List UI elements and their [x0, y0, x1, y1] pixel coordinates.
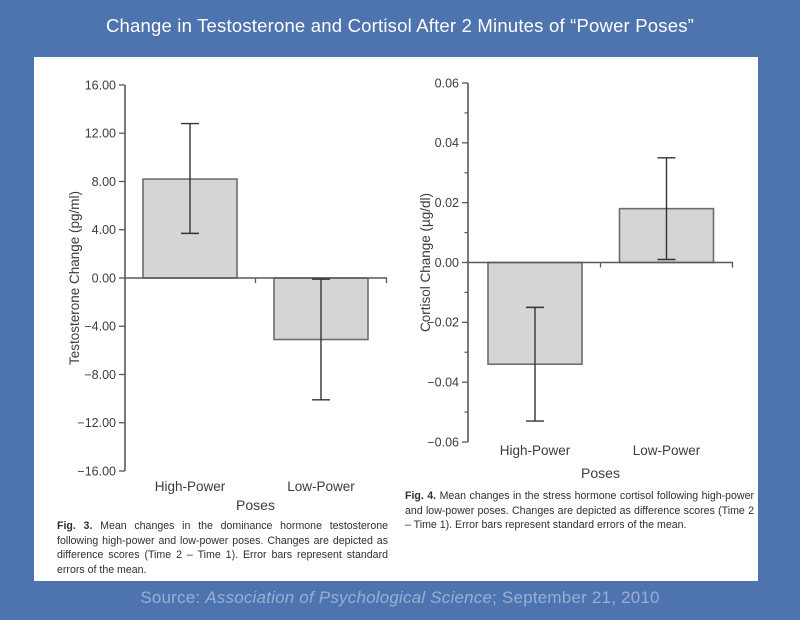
- y-tick-label: 8.00: [92, 175, 116, 189]
- y-tick-label: −0.04: [427, 375, 459, 389]
- y-tick-label: 0.00: [92, 271, 116, 285]
- y-tick-label: 4.00: [92, 223, 116, 237]
- y-tick-label: −0.02: [427, 316, 459, 330]
- y-tick-label: 0.02: [435, 196, 459, 210]
- category-label-low-power: Low-Power: [287, 479, 355, 494]
- y-tick-label: 0.06: [435, 76, 459, 90]
- category-label-high-power: High-Power: [500, 443, 571, 458]
- source-name: Association of Psychological Science: [205, 588, 493, 607]
- y-tick-label: −8.00: [84, 368, 116, 382]
- y-tick-label: 12.00: [85, 127, 116, 141]
- y-axis-title-cortisol: Cortisol Change (µg/dl): [418, 193, 433, 332]
- fig3-caption: Fig. 3. Mean changes in the dominance ho…: [57, 519, 388, 577]
- chart-testosterone: −16.00 −12.00 −8.00 −4.00 0.00 4.00 8.00 12.00 1…: [67, 78, 388, 513]
- x-axis-title-testosterone: Poses: [236, 497, 275, 513]
- x-axis-title-cortisol: Poses: [581, 465, 620, 481]
- charts-canvas: −16.00 −12.00 −8.00 −4.00 0.00 4.00 8.00 12.00 1…: [67, 76, 734, 513]
- y-tick-label: 0.00: [435, 256, 459, 270]
- y-tick-label: −12.00: [77, 416, 116, 430]
- source-line: Source: Association of Psychological Sci…: [0, 588, 800, 608]
- fig4-caption-text: Mean changes in the stress hormone corti…: [405, 490, 754, 531]
- y-tick-label: 0.04: [435, 136, 459, 150]
- y-tick-label: −4.00: [84, 320, 116, 334]
- category-label-low-power: Low-Power: [633, 443, 701, 458]
- page-title: Change in Testosterone and Cortisol Afte…: [105, 15, 695, 36]
- y-tick-label: 16.00: [85, 78, 116, 92]
- source-prefix: Source:: [140, 588, 206, 607]
- fig4-caption-label: Fig. 4.: [405, 490, 437, 502]
- source-date: ; September 21, 2010: [492, 588, 660, 607]
- y-tick-label: −0.06: [427, 435, 459, 449]
- fig3-caption-text: Mean changes in the dominance hormone te…: [57, 520, 388, 576]
- figure-panel: −16.00 −12.00 −8.00 −4.00 0.00 4.00 8.00 12.00 1…: [34, 57, 758, 581]
- y-axis-title-testosterone: Testosterone Change (pg/ml): [67, 191, 82, 365]
- y-tick-label: −16.00: [77, 464, 116, 478]
- fig3-caption-label: Fig. 3.: [57, 520, 93, 532]
- chart-cortisol: −0.06 −0.04 −0.02 0.00 0.02 0.04 0.06 High-Powe…: [418, 76, 734, 481]
- fig4-caption: Fig. 4. Mean changes in the stress hormo…: [405, 489, 754, 533]
- category-label-high-power: High-Power: [155, 479, 226, 494]
